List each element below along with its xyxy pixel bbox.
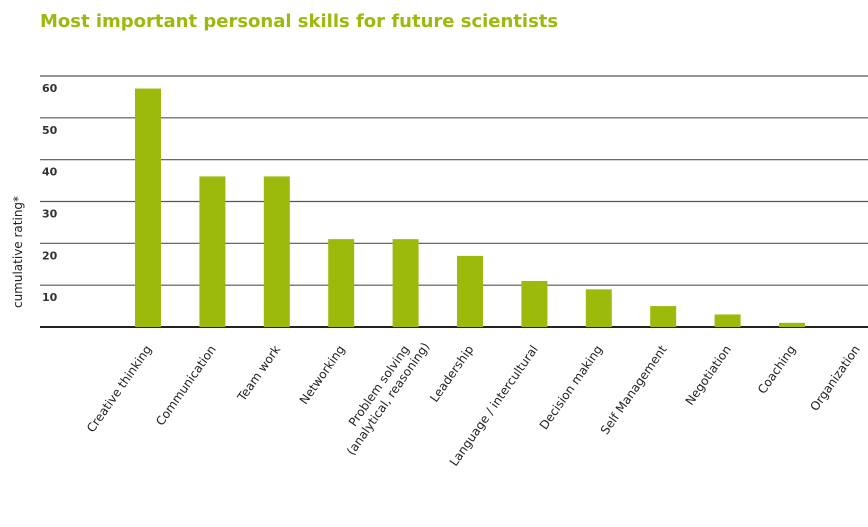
y-tick-label: 50 [42, 124, 58, 137]
x-tick-label: Coaching [755, 343, 798, 397]
bar [328, 239, 355, 327]
x-tick-label: Communication [153, 343, 219, 429]
y-tick-label: 60 [42, 82, 58, 95]
bar [263, 176, 290, 327]
x-tick-label: Creative thinking [84, 343, 154, 435]
x-tick-label: Team work [234, 343, 283, 405]
y-axis-label: cumulative rating* [11, 196, 25, 308]
bar [714, 314, 741, 327]
y-tick-label: 30 [42, 208, 58, 221]
chart-title: Most important personal skills for futur… [40, 11, 558, 32]
bar [199, 176, 226, 327]
bar [650, 306, 677, 327]
bar [457, 255, 483, 327]
bar [392, 239, 419, 327]
x-tick-label: Negotiation [683, 343, 734, 408]
bar [779, 322, 805, 327]
x-tick-label: Self Management [598, 342, 670, 437]
y-tick-label: 10 [42, 291, 58, 304]
x-tick-label: Networking [297, 343, 348, 407]
bar [521, 280, 548, 327]
bar [135, 88, 161, 327]
y-tick-label: 20 [42, 249, 58, 262]
x-tick-label: Decision making [537, 343, 606, 432]
y-tick-label: 40 [42, 166, 58, 179]
bar [585, 289, 612, 327]
x-tick-label: Leadership [427, 343, 476, 405]
x-tick-label: Organization [807, 343, 862, 414]
